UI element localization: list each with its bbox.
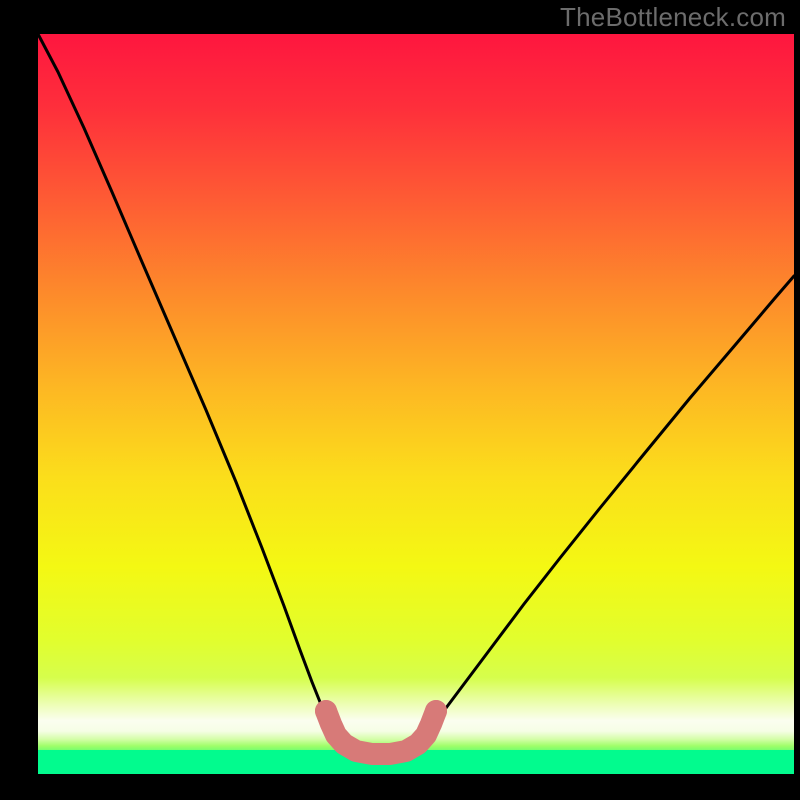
trough-worm-bead <box>425 700 447 722</box>
watermark-text: TheBottleneck.com <box>560 2 786 33</box>
right-curve <box>432 276 794 726</box>
curves-layer <box>0 0 800 800</box>
trough-worm <box>315 700 447 763</box>
trough-worm-bead <box>381 745 399 763</box>
trough-worm-bead <box>347 742 365 760</box>
trough-worm-bead <box>363 745 381 763</box>
left-curve <box>38 34 332 726</box>
